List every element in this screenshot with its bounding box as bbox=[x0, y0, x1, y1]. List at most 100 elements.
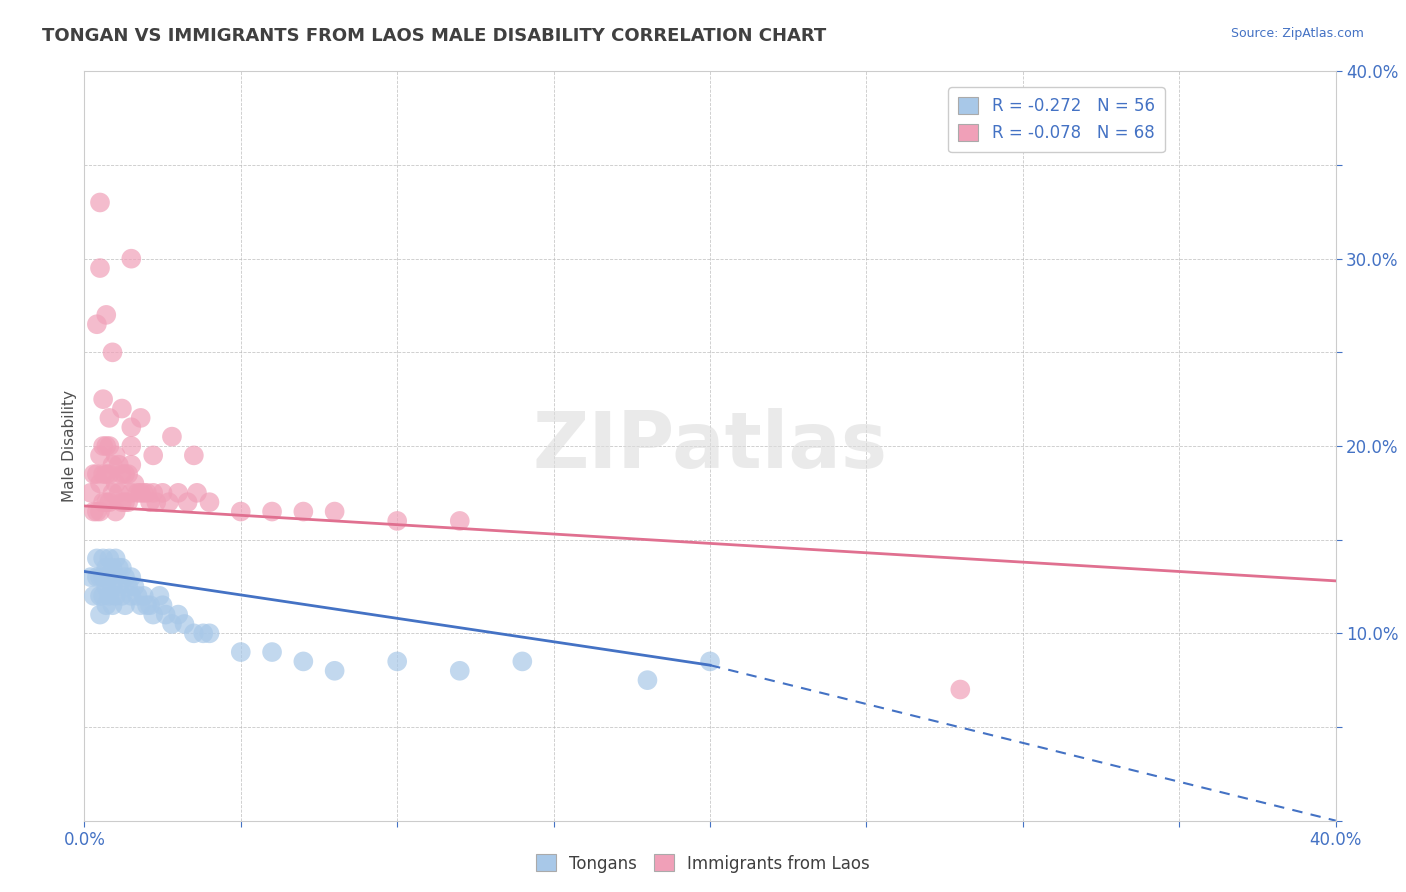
Point bbox=[323, 664, 346, 678]
Point bbox=[98, 551, 121, 566]
Point bbox=[120, 252, 142, 266]
Point bbox=[173, 617, 195, 632]
Point bbox=[98, 495, 121, 509]
Point bbox=[91, 495, 114, 509]
Point bbox=[152, 599, 174, 613]
Point bbox=[111, 495, 134, 509]
Point bbox=[129, 411, 152, 425]
Point bbox=[120, 439, 142, 453]
Point bbox=[98, 570, 121, 584]
Point bbox=[89, 505, 111, 519]
Point bbox=[139, 599, 162, 613]
Point bbox=[101, 458, 124, 472]
Point bbox=[167, 486, 190, 500]
Point bbox=[107, 486, 129, 500]
Point bbox=[101, 486, 124, 500]
Point bbox=[129, 486, 152, 500]
Point bbox=[120, 458, 142, 472]
Point bbox=[637, 673, 659, 688]
Point bbox=[117, 467, 139, 482]
Point bbox=[86, 570, 108, 584]
Point bbox=[167, 607, 190, 622]
Point bbox=[101, 580, 124, 594]
Point bbox=[176, 495, 198, 509]
Point bbox=[89, 449, 111, 463]
Point bbox=[86, 505, 108, 519]
Point bbox=[183, 449, 205, 463]
Text: ZIPatlas: ZIPatlas bbox=[533, 408, 887, 484]
Point bbox=[104, 551, 127, 566]
Point bbox=[385, 514, 409, 528]
Point bbox=[83, 467, 105, 482]
Point bbox=[83, 589, 105, 603]
Point bbox=[89, 570, 111, 584]
Point bbox=[142, 607, 165, 622]
Point bbox=[449, 664, 471, 678]
Point bbox=[91, 467, 114, 482]
Point bbox=[98, 589, 121, 603]
Point bbox=[229, 505, 252, 519]
Point bbox=[148, 589, 170, 603]
Point bbox=[104, 449, 127, 463]
Point bbox=[91, 589, 114, 603]
Point bbox=[262, 645, 284, 659]
Point bbox=[104, 570, 127, 584]
Point bbox=[114, 570, 136, 584]
Point bbox=[198, 495, 221, 509]
Point bbox=[89, 195, 111, 210]
Point bbox=[111, 589, 134, 603]
Point bbox=[98, 411, 121, 425]
Point bbox=[193, 626, 215, 640]
Point bbox=[699, 655, 721, 669]
Point bbox=[117, 495, 139, 509]
Point bbox=[111, 467, 134, 482]
Point bbox=[96, 580, 118, 594]
Point bbox=[86, 318, 108, 332]
Legend: Tongans, Immigrants from Laos: Tongans, Immigrants from Laos bbox=[529, 847, 877, 880]
Point bbox=[186, 486, 208, 500]
Y-axis label: Male Disability: Male Disability bbox=[62, 390, 77, 502]
Point bbox=[183, 626, 205, 640]
Text: Source: ZipAtlas.com: Source: ZipAtlas.com bbox=[1230, 27, 1364, 40]
Point bbox=[96, 495, 118, 509]
Point bbox=[114, 467, 136, 482]
Point bbox=[949, 682, 972, 697]
Point bbox=[142, 486, 165, 500]
Point bbox=[91, 570, 114, 584]
Point bbox=[157, 495, 180, 509]
Point bbox=[136, 599, 159, 613]
Point bbox=[101, 599, 124, 613]
Point bbox=[83, 505, 105, 519]
Legend: R = -0.272   N = 56, R = -0.078   N = 68: R = -0.272 N = 56, R = -0.078 N = 68 bbox=[949, 87, 1164, 152]
Point bbox=[120, 420, 142, 434]
Point bbox=[323, 505, 346, 519]
Point bbox=[104, 505, 127, 519]
Point bbox=[139, 495, 162, 509]
Point bbox=[127, 486, 149, 500]
Point bbox=[101, 345, 124, 359]
Point bbox=[155, 607, 177, 622]
Point bbox=[160, 430, 183, 444]
Point bbox=[107, 458, 129, 472]
Point bbox=[120, 589, 142, 603]
Point bbox=[89, 476, 111, 491]
Point bbox=[136, 486, 159, 500]
Point bbox=[160, 617, 183, 632]
Point bbox=[96, 599, 118, 613]
Point bbox=[107, 561, 129, 575]
Point bbox=[111, 561, 134, 575]
Point bbox=[89, 261, 111, 276]
Point bbox=[114, 495, 136, 509]
Point bbox=[120, 570, 142, 584]
Point bbox=[79, 486, 101, 500]
Point bbox=[89, 607, 111, 622]
Point bbox=[198, 626, 221, 640]
Point bbox=[124, 580, 146, 594]
Point bbox=[117, 580, 139, 594]
Point bbox=[107, 580, 129, 594]
Point bbox=[132, 486, 155, 500]
Point bbox=[101, 561, 124, 575]
Point bbox=[132, 589, 155, 603]
Point bbox=[104, 589, 127, 603]
Point bbox=[120, 486, 142, 500]
